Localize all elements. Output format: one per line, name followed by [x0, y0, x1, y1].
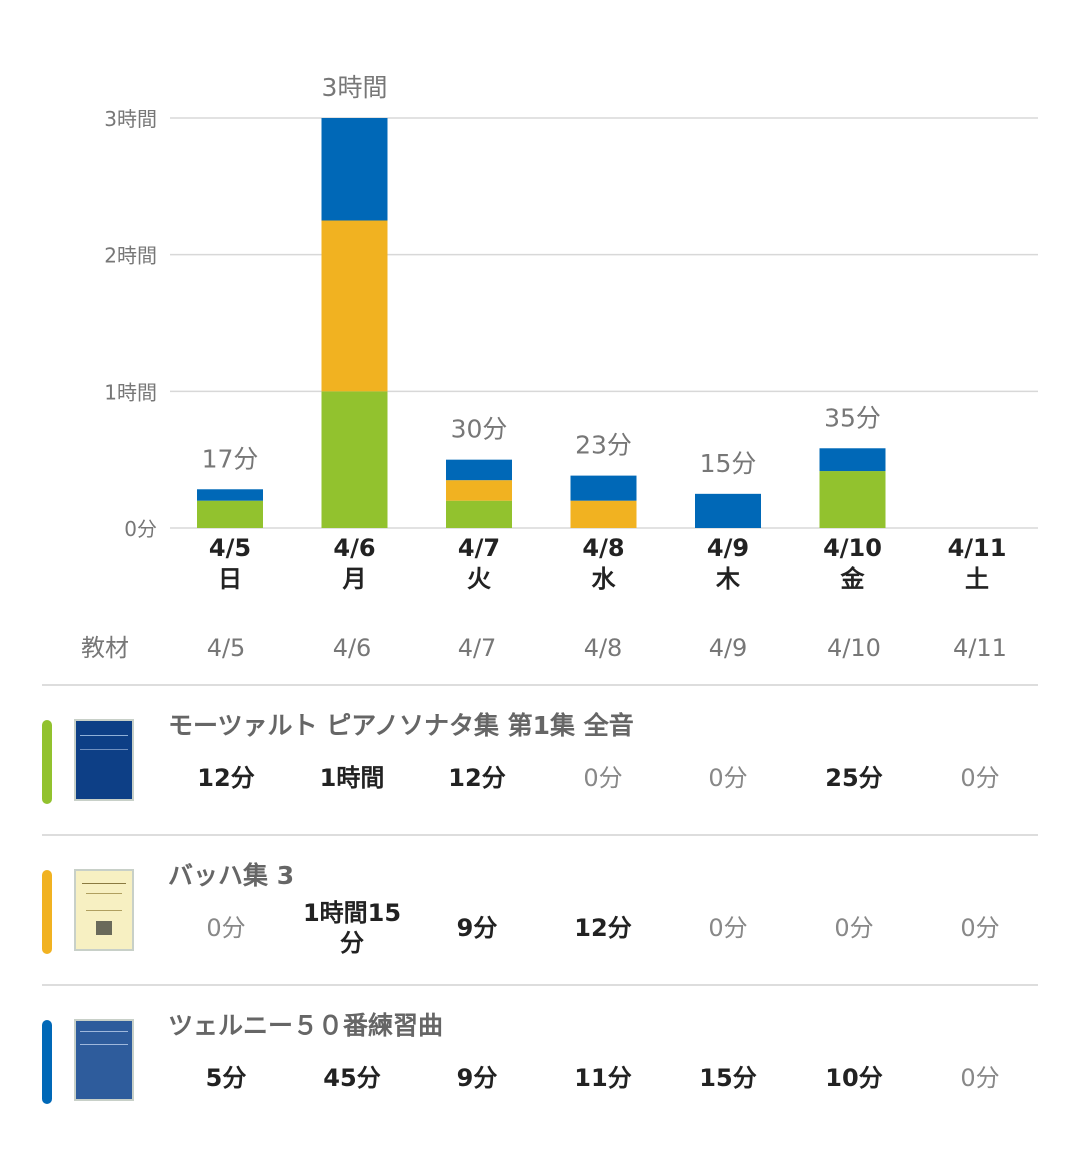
- bar-total-label: 3時間: [322, 73, 388, 102]
- time-cell: 25分: [825, 764, 883, 792]
- time-cell: 0分: [708, 764, 748, 792]
- time-cell: 1時間15分: [302, 899, 402, 957]
- y-tick-label: 1時間: [104, 380, 157, 404]
- bar-segment: [446, 480, 512, 501]
- time-cell: 10分: [825, 1064, 883, 1092]
- header-date: 4/11: [953, 634, 1007, 662]
- x-tick-date: 4/5: [209, 534, 251, 562]
- header-date: 4/10: [827, 634, 881, 662]
- header-date: 4/5: [206, 634, 246, 662]
- x-tick-weekday: 日: [218, 565, 242, 593]
- color-indicator: [42, 1020, 52, 1104]
- time-cell: 12分: [197, 764, 255, 792]
- divider: [42, 834, 1038, 836]
- header-date: 4/7: [457, 634, 497, 662]
- x-axis-ticks: 4/5 日 4/6 月 4/7 火 4/8 水 4/9 木 4/10 金 4/11 土: [209, 534, 1007, 593]
- x-tick-date: 4/10: [823, 534, 882, 562]
- material-title: モーツァルト ピアノソナタ集 第1集 全音: [168, 711, 634, 740]
- bar-segment: [197, 500, 263, 528]
- material-title: ツェルニー５０番練習曲: [168, 1011, 444, 1040]
- material-row-czerny[interactable]: ツェルニー５０番練習曲 5分 45分 9分 11分 15分 10分 0分: [0, 986, 1080, 1136]
- divider: [42, 984, 1038, 986]
- bar-segment: [570, 475, 637, 501]
- x-tick-weekday: 水: [592, 565, 617, 593]
- stacked-bars: [197, 118, 886, 528]
- bar-segment: [446, 500, 512, 528]
- time-cell: 15分: [699, 1064, 757, 1092]
- x-tick-date: 4/9: [707, 534, 749, 562]
- material-title: バッハ集 3: [168, 861, 295, 890]
- y-axis-ticks: 0分 1時間 2時間 3時間: [104, 107, 157, 541]
- time-cell: 0分: [960, 1064, 1000, 1092]
- material-row-bach[interactable]: バッハ集 3 0分 1時間15分 9分 12分 0分 0分 0分: [0, 836, 1080, 986]
- time-cell: 11分: [574, 1064, 632, 1092]
- color-indicator: [42, 870, 52, 954]
- bar-segment: [446, 459, 512, 481]
- header-date: 4/6: [332, 634, 372, 662]
- bar-total-label: 23分: [575, 431, 632, 460]
- czerny-book-cover-icon: [74, 1019, 134, 1101]
- header-date: 4/9: [708, 634, 748, 662]
- time-cell: 45分: [323, 1064, 381, 1092]
- x-tick-weekday: 月: [342, 565, 367, 593]
- grid-lines: [170, 117, 1038, 529]
- x-tick-weekday: 金: [840, 565, 866, 593]
- divider: [42, 684, 1038, 686]
- time-cell: 12分: [448, 764, 506, 792]
- bar-segment: [197, 489, 263, 501]
- bar-segment: [321, 391, 388, 528]
- table-header: 教材 4/5 4/6 4/7 4/8 4/9 4/10 4/11: [0, 628, 1080, 668]
- bar-total-label: 35分: [824, 403, 881, 432]
- bar-segment: [570, 500, 637, 528]
- color-indicator: [42, 720, 52, 804]
- time-cell: 0分: [206, 914, 246, 942]
- time-cell: 5分: [205, 1064, 247, 1092]
- x-tick-weekday: 土: [965, 565, 989, 593]
- time-cell: 0分: [708, 914, 748, 942]
- bar-segment: [819, 448, 886, 472]
- y-tick-label: 2時間: [104, 244, 157, 268]
- header-date: 4/8: [583, 634, 623, 662]
- bar-segment: [819, 471, 886, 528]
- time-cell: 9分: [456, 914, 498, 942]
- x-tick-date: 4/7: [458, 534, 500, 562]
- x-tick-date: 4/8: [582, 534, 624, 562]
- y-tick-label: 0分: [124, 517, 157, 541]
- time-cell: 9分: [456, 1064, 498, 1092]
- bar-segment: [321, 220, 388, 392]
- x-tick-weekday: 木: [715, 565, 741, 593]
- x-tick-date: 4/6: [333, 534, 375, 562]
- bar-total-label: 30分: [451, 415, 508, 444]
- mozart-book-cover-icon: [74, 719, 134, 801]
- time-cell: 1時間: [319, 764, 385, 792]
- time-cell: 0分: [960, 914, 1000, 942]
- x-tick-date: 4/11: [948, 534, 1007, 562]
- time-cell: 0分: [583, 764, 623, 792]
- bar-total-labels: 17分 3時間 30分 23分 15分 35分: [202, 73, 881, 478]
- bar-total-label: 15分: [700, 449, 757, 478]
- time-cell: 0分: [960, 764, 1000, 792]
- header-label-material: 教材: [81, 634, 129, 662]
- bach-book-cover-icon: [74, 869, 134, 951]
- time-cell: 12分: [574, 914, 632, 942]
- bar-segment: [695, 493, 761, 528]
- x-tick-weekday: 火: [467, 565, 491, 593]
- bar-total-label: 17分: [202, 444, 259, 473]
- time-cell: 0分: [834, 914, 874, 942]
- bar-segment: [321, 118, 388, 221]
- material-row-mozart[interactable]: モーツァルト ピアノソナタ集 第1集 全音 12分 1時間 12分 0分 0分 …: [0, 686, 1080, 836]
- y-tick-label: 3時間: [104, 107, 157, 131]
